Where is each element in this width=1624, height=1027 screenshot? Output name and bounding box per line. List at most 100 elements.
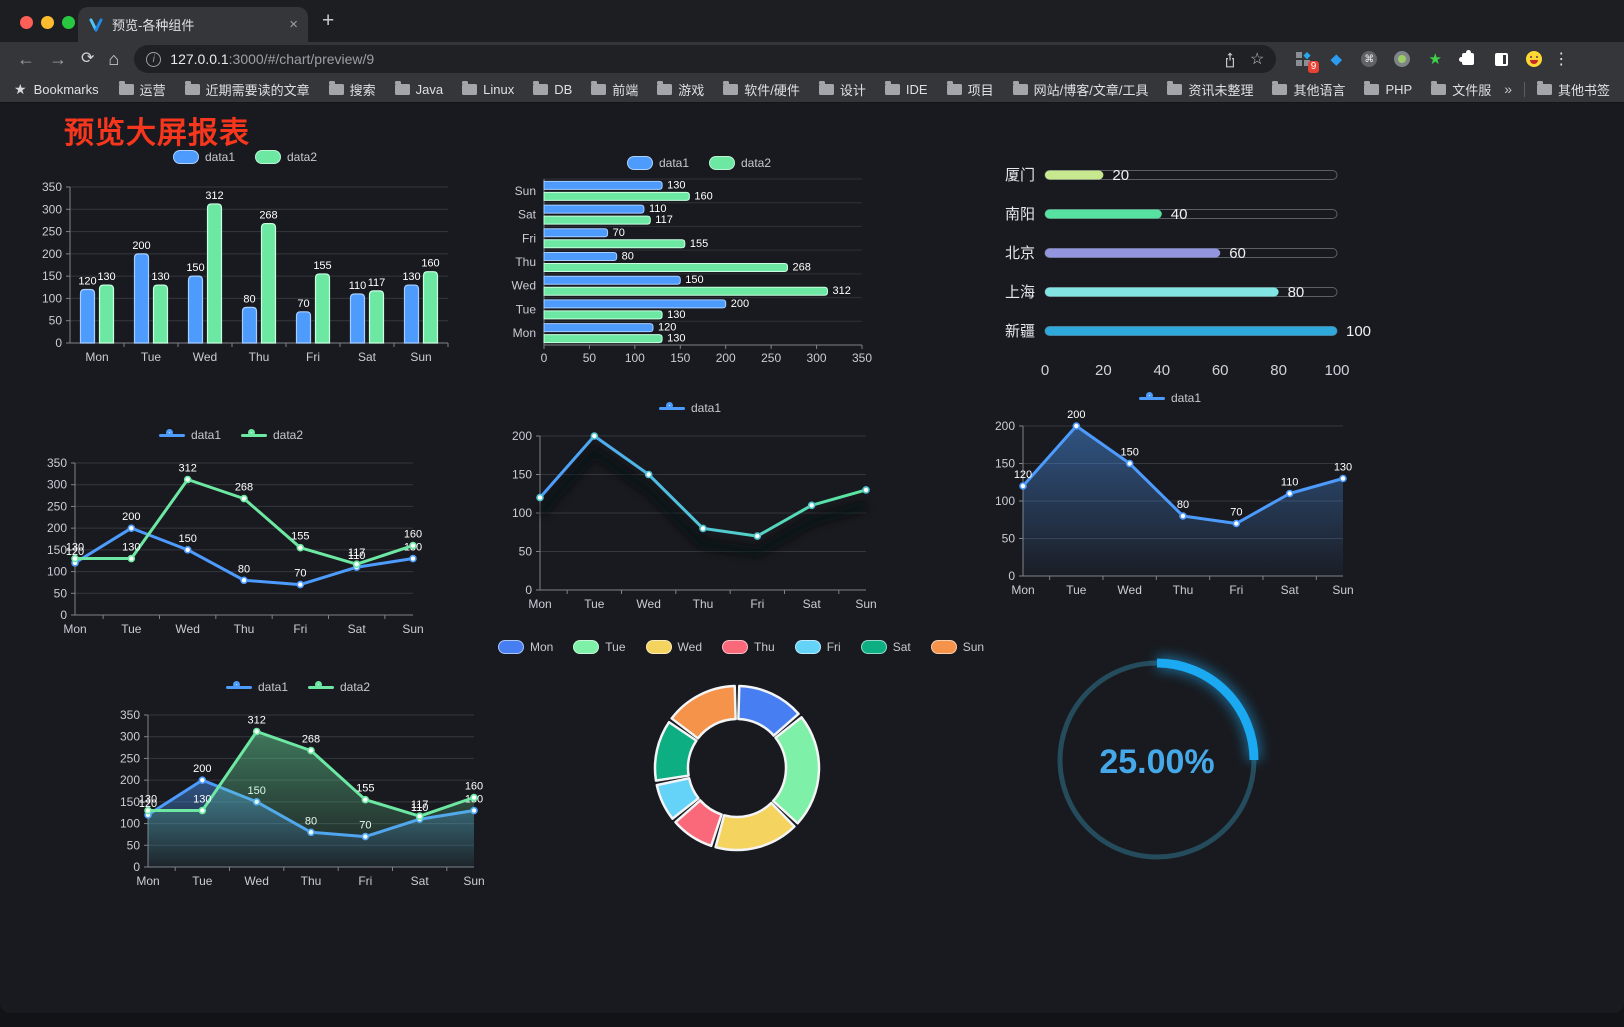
bookmark-folder[interactable]: 游戏 bbox=[657, 80, 704, 99]
legend-item[interactable]: Fri bbox=[794, 640, 841, 654]
svg-text:100: 100 bbox=[512, 506, 532, 520]
svg-text:80: 80 bbox=[622, 251, 634, 263]
svg-text:300: 300 bbox=[47, 478, 67, 492]
legend-item[interactable]: data1 bbox=[1138, 391, 1201, 405]
svg-text:70: 70 bbox=[613, 227, 625, 239]
extension-tiles-icon[interactable]: 9 bbox=[1294, 50, 1320, 73]
legend-item[interactable]: data1 bbox=[658, 401, 721, 415]
bookmark-folder[interactable]: 搜索 bbox=[328, 80, 376, 99]
legend-item[interactable]: Wed bbox=[645, 640, 702, 654]
svg-text:厦门: 厦门 bbox=[1005, 167, 1035, 184]
svg-text:110: 110 bbox=[649, 203, 667, 215]
legend-item[interactable]: data1 bbox=[626, 156, 689, 170]
svg-text:Wed: Wed bbox=[1117, 583, 1141, 597]
svg-text:100: 100 bbox=[1346, 323, 1371, 340]
svg-text:Sat: Sat bbox=[348, 622, 367, 636]
sidebar-toggle-icon[interactable] bbox=[1492, 50, 1510, 68]
reload-icon[interactable]: ⟳ bbox=[81, 50, 95, 67]
svg-text:130: 130 bbox=[667, 309, 685, 321]
svg-text:130: 130 bbox=[139, 794, 157, 806]
svg-text:新疆: 新疆 bbox=[1005, 323, 1035, 340]
svg-text:100: 100 bbox=[47, 565, 67, 579]
bookmark-folder[interactable]: 网站/博客/文章/工具 bbox=[1012, 80, 1148, 99]
site-info-icon[interactable]: i bbox=[146, 51, 162, 67]
svg-text:80: 80 bbox=[243, 293, 255, 305]
bookmark-folder[interactable]: 其他语言 bbox=[1272, 80, 1345, 99]
svg-text:312: 312 bbox=[832, 285, 850, 297]
svg-text:150: 150 bbox=[512, 468, 532, 482]
legend-item[interactable]: data1 bbox=[158, 428, 221, 442]
svg-text:Tue: Tue bbox=[584, 597, 605, 611]
svg-text:50: 50 bbox=[54, 586, 68, 600]
svg-text:300: 300 bbox=[42, 202, 62, 216]
browser-tab[interactable]: 预览-各种组件 × bbox=[78, 7, 308, 42]
bookmark-folder[interactable]: Linux bbox=[462, 80, 514, 99]
svg-text:250: 250 bbox=[42, 225, 62, 239]
svg-text:0: 0 bbox=[133, 860, 140, 874]
svg-text:Fri: Fri bbox=[1229, 583, 1243, 597]
bookmark-star-icon[interactable]: ☆ bbox=[1249, 51, 1265, 68]
svg-text:350: 350 bbox=[852, 351, 872, 365]
new-tab-button[interactable]: + bbox=[322, 9, 335, 32]
window-close-button[interactable] bbox=[20, 16, 33, 29]
window-zoom-button[interactable] bbox=[62, 16, 75, 29]
legend-item[interactable]: Sun bbox=[930, 640, 984, 654]
bookmark-folder[interactable]: 资讯未整理 bbox=[1167, 80, 1253, 99]
chart-canvas: 0 50 100 150 200 250 300 350 Mon Tue Wed Thu Fri Sat S… bbox=[47, 456, 424, 636]
folder-icon bbox=[723, 80, 739, 95]
extension-record-icon[interactable] bbox=[1393, 50, 1411, 68]
bookmark-folder[interactable]: 设计 bbox=[818, 80, 866, 99]
bookmark-folder[interactable]: DB bbox=[533, 80, 572, 99]
url-text: 127.0.0.1:3000/#/chart/preview/9 bbox=[170, 51, 375, 67]
extension-gem-icon[interactable]: ◆ bbox=[1330, 51, 1343, 68]
svg-text:120: 120 bbox=[139, 798, 157, 810]
forward-icon[interactable]: → bbox=[49, 49, 67, 69]
bookmark-folder[interactable]: 前端 bbox=[591, 80, 638, 99]
bookmark-folder[interactable]: IDE bbox=[884, 80, 928, 99]
svg-text:150: 150 bbox=[42, 269, 62, 283]
back-icon[interactable]: ← bbox=[17, 49, 35, 69]
bookmark-folder[interactable]: PHP bbox=[1364, 80, 1412, 99]
home-icon[interactable]: ⌂ bbox=[108, 49, 120, 69]
svg-text:200: 200 bbox=[193, 763, 211, 775]
extension-emoji-icon[interactable] bbox=[1525, 50, 1543, 68]
browser-menu-icon[interactable]: ⋮ bbox=[1553, 51, 1570, 68]
legend-item[interactable]: Mon bbox=[497, 640, 553, 654]
svg-text:Sat: Sat bbox=[358, 350, 377, 364]
legend-item[interactable]: data2 bbox=[308, 680, 370, 694]
address-bar[interactable]: i 127.0.0.1:3000/#/chart/preview/9 ☆ bbox=[134, 45, 1277, 73]
share-icon[interactable] bbox=[1222, 51, 1238, 68]
svg-text:155: 155 bbox=[313, 260, 331, 272]
legend-item[interactable]: data2 bbox=[709, 156, 771, 170]
extension-puzzle-icon[interactable] bbox=[1459, 50, 1477, 68]
legend-item[interactable]: Tue bbox=[573, 640, 626, 654]
legend-item[interactable]: data2 bbox=[241, 428, 303, 442]
bookmark-folder[interactable]: 运营 bbox=[118, 80, 166, 99]
bookmarks-overflow-chevron[interactable]: » bbox=[1504, 81, 1512, 97]
bookmark-folder[interactable]: 文件服务器 bbox=[1431, 80, 1492, 99]
extension-star-icon[interactable]: ★ bbox=[1428, 51, 1442, 68]
legend-item[interactable]: data2 bbox=[255, 150, 317, 164]
window-minimize-button[interactable] bbox=[41, 16, 54, 29]
bookmark-folder[interactable]: Java bbox=[394, 80, 443, 99]
svg-text:268: 268 bbox=[302, 734, 320, 746]
chart-canvas: 0 50 100 150 200 Mon Tue Wed Thu Fri Sat Sun bbox=[512, 429, 877, 611]
legend-item[interactable]: data1 bbox=[172, 150, 235, 164]
extension-command-icon[interactable]: ⌘ bbox=[1360, 50, 1378, 68]
tab-close-icon[interactable]: × bbox=[289, 16, 298, 33]
legend-item[interactable]: data1 bbox=[225, 680, 288, 694]
bookmark-folder[interactable]: 项目 bbox=[946, 80, 994, 99]
bookmarks-manager[interactable]: Bookmarks bbox=[33, 81, 99, 97]
svg-text:110: 110 bbox=[349, 280, 367, 292]
bookmark-folder[interactable]: 软件/硬件 bbox=[723, 80, 800, 99]
bookmark-folder[interactable]: 近期需要读的文章 bbox=[184, 80, 310, 99]
legend-item[interactable]: Thu bbox=[722, 640, 775, 654]
svg-text:117: 117 bbox=[655, 214, 673, 226]
svg-text:312: 312 bbox=[178, 463, 196, 475]
other-bookmarks-folder[interactable]: 其他书签 bbox=[1536, 80, 1610, 99]
legend-item[interactable]: Sat bbox=[860, 640, 911, 654]
svg-text:300: 300 bbox=[807, 351, 827, 365]
svg-text:200: 200 bbox=[512, 429, 532, 443]
svg-text:120: 120 bbox=[78, 276, 96, 288]
svg-text:Sat: Sat bbox=[1281, 583, 1300, 597]
